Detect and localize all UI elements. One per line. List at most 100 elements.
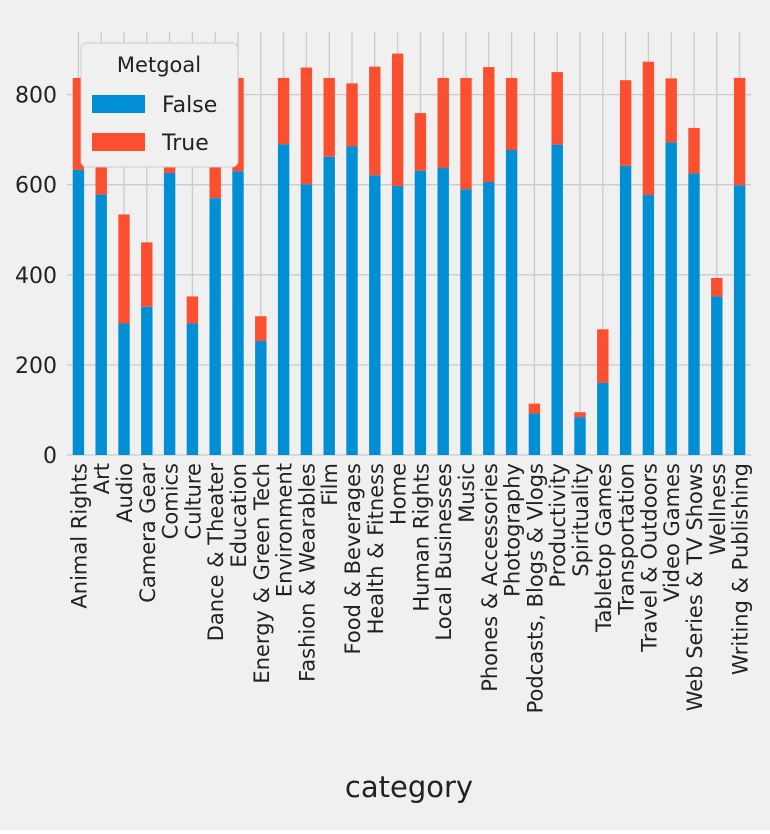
y-tick-label: 0 bbox=[43, 444, 57, 469]
bar-segment-true bbox=[186, 296, 199, 324]
bar-segment-true bbox=[118, 214, 130, 324]
x-tick-label: Transportation bbox=[615, 463, 639, 616]
bar-segment-false bbox=[528, 413, 541, 455]
bar-segment-true bbox=[323, 77, 335, 157]
bar-segment-true bbox=[483, 67, 495, 182]
bar-segment-true bbox=[619, 80, 632, 166]
x-tick-label: Energy & Green Tech bbox=[250, 463, 274, 684]
bar-segment-true bbox=[460, 77, 472, 190]
bar-segment-false bbox=[460, 189, 472, 455]
x-tick-label: Food & Beverages bbox=[341, 463, 365, 654]
x-tick-label: Fashion & Wearables bbox=[295, 463, 319, 682]
bar-segment-true bbox=[688, 127, 700, 174]
bar-segment-false bbox=[209, 198, 221, 455]
bar-segment-true bbox=[437, 77, 449, 169]
x-tick-label: Productivity bbox=[546, 463, 570, 588]
y-axis: 0 200 400 600 800 bbox=[15, 84, 57, 469]
x-tick-label: Health & Fitness bbox=[364, 463, 388, 634]
y-tick-label: 200 bbox=[15, 354, 57, 379]
bar-segment-false bbox=[141, 306, 153, 455]
legend-label-false: False bbox=[162, 93, 217, 118]
x-tick-label: Audio bbox=[113, 463, 137, 523]
bar-segment-false bbox=[688, 173, 700, 455]
legend-swatch-true bbox=[92, 133, 145, 151]
bar-segment-false bbox=[665, 142, 677, 455]
legend-label-true: True bbox=[161, 131, 209, 156]
bar-segment-false bbox=[483, 181, 495, 455]
x-tick-label: Local Businesses bbox=[432, 463, 456, 641]
bar-segment-false bbox=[118, 323, 130, 455]
bar-segment-false bbox=[300, 184, 313, 455]
bar-segment-true bbox=[665, 78, 677, 143]
bar-segment-true bbox=[414, 113, 427, 171]
bar-segment-false bbox=[574, 417, 586, 455]
bar-segment-false bbox=[186, 323, 199, 455]
bar-segment-true bbox=[255, 316, 267, 342]
bar-segment-true bbox=[72, 77, 85, 170]
bar-segment-true bbox=[551, 72, 563, 145]
bar-segment-true bbox=[574, 412, 586, 418]
x-tick-label: Film bbox=[318, 463, 342, 506]
bars bbox=[72, 53, 746, 456]
bar-segment-true bbox=[733, 77, 746, 186]
x-tick-label: Web Series & TV Shows bbox=[683, 463, 707, 711]
bar-segment-false bbox=[277, 144, 290, 455]
y-tick-label: 400 bbox=[15, 264, 57, 289]
x-tick-label: Environment bbox=[273, 463, 297, 597]
y-tick-label: 800 bbox=[15, 84, 57, 109]
bar-segment-true bbox=[642, 61, 655, 196]
x-tick-label: Travel & Outdoors bbox=[637, 463, 661, 653]
bar-segment-false bbox=[72, 169, 85, 455]
bar-segment-false bbox=[323, 156, 335, 456]
bar-segment-true bbox=[369, 66, 381, 176]
bar-segment-false bbox=[369, 175, 381, 455]
bar-segment-false bbox=[232, 171, 244, 455]
y-tick-label: 600 bbox=[15, 174, 57, 199]
x-tick-label: Human Rights bbox=[409, 463, 433, 612]
bar-segment-false bbox=[597, 382, 609, 455]
x-tick-label: Wellness bbox=[706, 463, 730, 555]
x-tick-label: Phones & Accessories bbox=[478, 463, 502, 692]
x-tick-label: Spirituality bbox=[569, 463, 593, 577]
x-tick-label: Writing & Publishing bbox=[729, 463, 753, 675]
bar-segment-false bbox=[733, 185, 746, 455]
bar-segment-true bbox=[300, 67, 313, 185]
bar-segment-true bbox=[505, 77, 518, 151]
bar-segment-true bbox=[346, 83, 358, 147]
x-tick-label: Comics bbox=[159, 463, 183, 539]
bar-segment-false bbox=[505, 150, 518, 455]
bar-segment-false bbox=[711, 296, 723, 455]
x-tick-label: Music bbox=[455, 463, 479, 523]
bar-segment-false bbox=[255, 341, 267, 455]
bar-segment-true bbox=[277, 77, 290, 145]
bar-segment-false bbox=[95, 194, 107, 455]
x-tick-label: Education bbox=[227, 463, 251, 568]
x-tick-label: Video Games bbox=[660, 463, 684, 602]
legend-title: Metgoal bbox=[117, 53, 201, 77]
bar-segment-false bbox=[619, 165, 632, 456]
bar-segment-false bbox=[391, 186, 404, 455]
x-tick-label: Art bbox=[90, 463, 114, 494]
bar-segment-false bbox=[551, 144, 563, 455]
legend-swatch-false bbox=[92, 95, 145, 113]
bar-segment-true bbox=[141, 242, 153, 307]
bar-segment-false bbox=[414, 170, 427, 455]
legend: Metgoal False True bbox=[80, 42, 239, 168]
bar-segment-true bbox=[391, 53, 404, 187]
bar-segment-false bbox=[642, 195, 655, 455]
bar-segment-false bbox=[346, 146, 358, 455]
x-tick-label: Dance & Theater bbox=[204, 463, 228, 642]
x-tick-label: Camera Gear bbox=[136, 463, 160, 603]
bar-segment-false bbox=[437, 168, 449, 455]
x-tick-label: Animal Rights bbox=[67, 463, 91, 609]
x-tick-label: Culture bbox=[181, 463, 205, 539]
bar-segment-true bbox=[528, 403, 541, 414]
bar-segment-false bbox=[163, 172, 176, 455]
x-tick-label: Home bbox=[387, 463, 411, 525]
x-tick-label: Photography bbox=[501, 463, 525, 597]
x-axis-label: category bbox=[345, 770, 473, 804]
x-tick-label: Tabletop Games bbox=[592, 463, 616, 633]
